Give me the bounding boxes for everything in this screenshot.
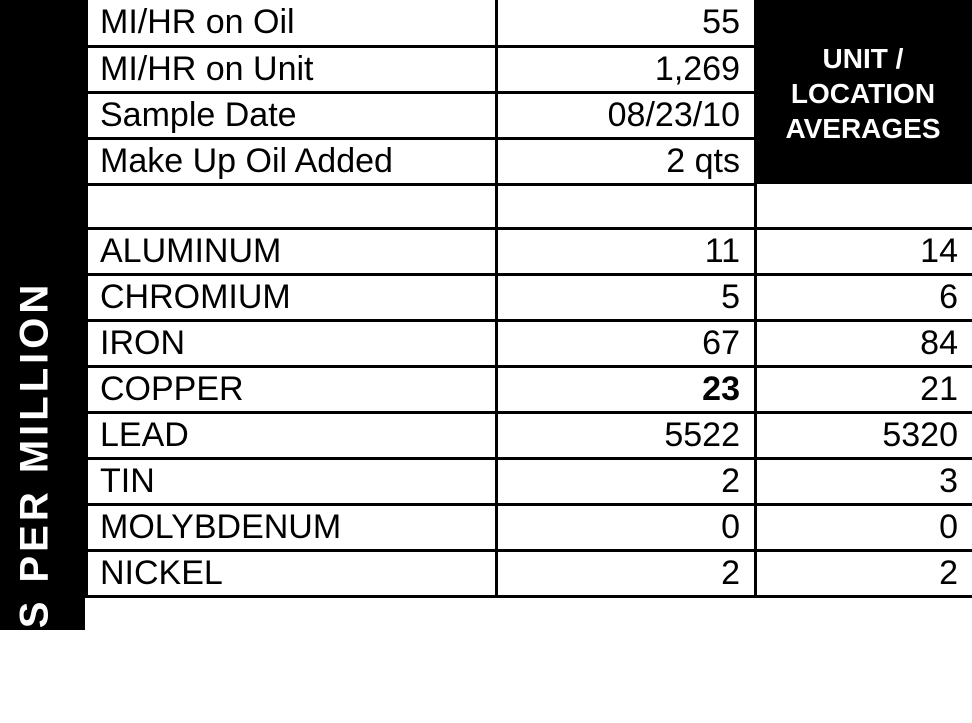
info-value: 08/23/10: [497, 92, 756, 138]
table-row: MOLYBDENUM 0 0: [87, 504, 972, 550]
element-label: MOLYBDENUM: [87, 504, 497, 550]
info-label: Sample Date: [87, 92, 497, 138]
element-label: TIN: [87, 458, 497, 504]
info-value: 1,269: [497, 46, 756, 92]
element-label: NICKEL: [87, 550, 497, 596]
element-avg: 14: [756, 228, 972, 274]
table-row: CHROMIUM 5 6: [87, 274, 972, 320]
sidebar-label: ARTS PER MILLION: [13, 253, 58, 723]
element-label: ALUMINUM: [87, 228, 497, 274]
spacer-cell: [756, 184, 972, 228]
element-avg: 84: [756, 320, 972, 366]
element-value: 2: [497, 458, 756, 504]
spacer-cell: [87, 184, 497, 228]
element-label: IRON: [87, 320, 497, 366]
element-value: 23: [497, 366, 756, 412]
info-value: 2 qts: [497, 138, 756, 184]
element-avg: 3: [756, 458, 972, 504]
element-value: 11: [497, 228, 756, 274]
info-label: Make Up Oil Added: [87, 138, 497, 184]
element-avg: 21: [756, 366, 972, 412]
sidebar-band: ARTS PER MILLION: [0, 0, 85, 630]
element-avg: 2: [756, 550, 972, 596]
info-label: MI/HR on Oil: [87, 0, 497, 46]
table-row-spacer: [87, 184, 972, 228]
table-area: UNIT / LOCATION AVERAGES MI/HR on Oil 55: [85, 0, 972, 630]
info-value: 55: [497, 0, 756, 46]
element-avg: 6: [756, 274, 972, 320]
report-fragment: ARTS PER MILLION UNIT / LOCATION AVERAGE…: [0, 0, 972, 630]
table-row: NICKEL 2 2: [87, 550, 972, 596]
data-table: MI/HR on Oil 55 MI/HR on Unit 1,269 Samp…: [85, 0, 972, 598]
info-label: MI/HR on Unit: [87, 46, 497, 92]
avg-header-cover: [756, 0, 972, 184]
element-value: 0: [497, 504, 756, 550]
element-label: COPPER: [87, 366, 497, 412]
spacer-cell: [497, 184, 756, 228]
element-avg: 5320: [756, 412, 972, 458]
element-avg: 0: [756, 504, 972, 550]
table-row: MI/HR on Oil 55: [87, 0, 972, 46]
element-value: 67: [497, 320, 756, 366]
table-row: TIN 2 3: [87, 458, 972, 504]
element-value: 5: [497, 274, 756, 320]
element-value: 5522: [497, 412, 756, 458]
table-row: IRON 67 84: [87, 320, 972, 366]
element-label: LEAD: [87, 412, 497, 458]
table-row: COPPER 23 21: [87, 366, 972, 412]
table-row: LEAD 5522 5320: [87, 412, 972, 458]
element-label: CHROMIUM: [87, 274, 497, 320]
element-value: 2: [497, 550, 756, 596]
table-row: ALUMINUM 11 14: [87, 228, 972, 274]
